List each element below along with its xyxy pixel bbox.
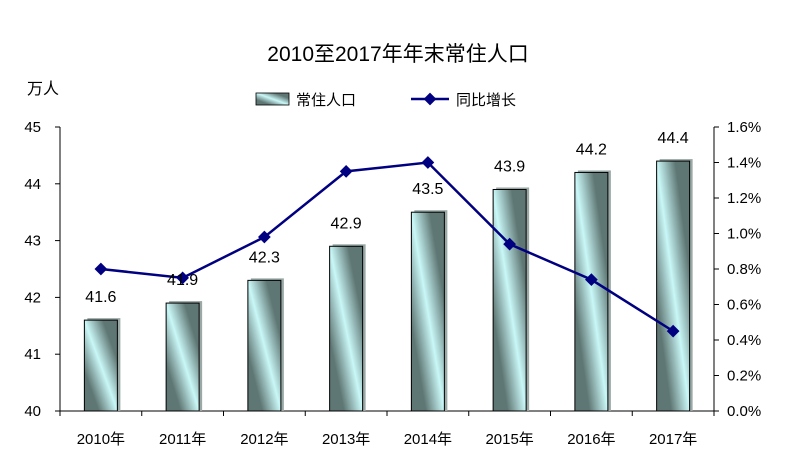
bar-data-label: 44.2 [576, 141, 607, 158]
y2-tick-label: 1.0% [727, 226, 761, 243]
bar-data-label: 41.6 [85, 289, 116, 306]
bar [410, 211, 445, 412]
bars [83, 159, 693, 412]
bar [165, 302, 200, 412]
growth-point [94, 262, 108, 276]
y2-tick-label: 0.4% [727, 332, 761, 349]
y2-tick-label: 0.6% [727, 297, 761, 314]
y-tick-label: 41 [24, 346, 41, 363]
bar [247, 279, 282, 412]
bar [83, 319, 118, 412]
y-tick-label: 40 [24, 403, 41, 420]
data-labels: 41.6 41.9 42.3 42.9 43.5 43.9 44.2 44.4 [85, 130, 688, 306]
y2-tick-label: 0.2% [727, 368, 761, 385]
growth-point [176, 271, 189, 285]
bar [492, 188, 527, 412]
bar [329, 245, 364, 412]
y2-tick-label: 0.8% [727, 261, 761, 278]
legend-item-bar: 常住人口 [255, 92, 356, 109]
bar-data-label: 43.5 [412, 181, 443, 198]
growth-point [339, 165, 353, 178]
y-axis-label: 万人 [27, 80, 59, 98]
x-tick-label: 2017年 [649, 431, 697, 448]
y-tick-label: 42 [24, 289, 41, 306]
x-tick-label: 2010年 [77, 431, 125, 448]
y2-tick-label: 1.6% [727, 119, 761, 136]
legend-diamond-marker [423, 92, 437, 106]
y2-tick-label: 0.0% [727, 403, 761, 420]
bar [574, 171, 609, 412]
legend-item-line: 同比增长 [411, 92, 516, 109]
bar-data-label: 41.9 [167, 272, 198, 289]
legend: 常住人口 同比增长 [255, 92, 516, 109]
chart-title: 2010至2017年年末常住人口 [267, 43, 528, 66]
y-tick-label: 44 [24, 176, 41, 193]
bar-data-label: 43.9 [494, 158, 525, 175]
bar-data-label: 42.9 [331, 215, 362, 232]
bar [656, 160, 691, 412]
legend-bar-swatch [255, 92, 290, 106]
growth-point [258, 230, 271, 244]
x-tick-label: 2015年 [485, 431, 533, 448]
x-tick-label: 2012年 [240, 431, 288, 448]
x-tick-label: 2013年 [322, 431, 370, 448]
axes: 40 41 42 43 44 45 0.0% 0.2% 0.4% 0.6% 0.8% 1.0% 1.2%… [24, 119, 761, 448]
growth-line-path [100, 161, 674, 333]
legend-line-label: 同比增长 [456, 92, 516, 109]
y2-tick-label: 1.4% [727, 155, 761, 172]
bar-data-label: 42.3 [249, 249, 280, 266]
y-tick-label: 45 [24, 119, 41, 136]
x-tick-label: 2011年 [159, 431, 206, 448]
y-tick-label: 43 [24, 233, 41, 250]
x-tick-label: 2014年 [404, 431, 452, 448]
y2-tick-label: 1.2% [727, 190, 761, 207]
x-tick-label: 2016年 [567, 431, 615, 448]
legend-bar-label: 常住人口 [296, 92, 356, 109]
bar-data-label: 44.4 [658, 130, 689, 147]
growth-point [421, 156, 435, 169]
